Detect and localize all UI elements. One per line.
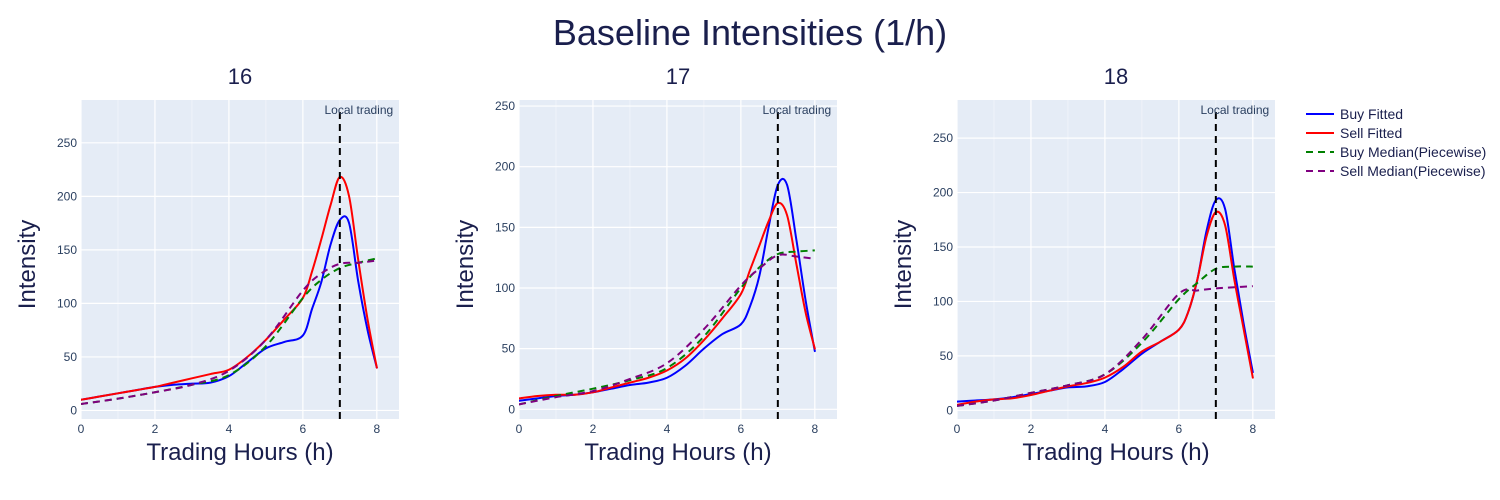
legend-label: Sell Median(Piecewise) <box>1340 163 1486 179</box>
y-axis-label: Intensity <box>14 220 41 309</box>
subplot-title: 16 <box>228 64 252 89</box>
subplot-17: 0 2 4 6 8 0 50 100 150 200 250 17 Trading Hours (h) I… <box>452 64 837 466</box>
series-line-sell-fitted[interactable] <box>957 210 1254 406</box>
y-tick-label: 150 <box>933 240 953 254</box>
x-tick-label: 0 <box>78 422 85 436</box>
x-tick-label: 0 <box>516 422 523 436</box>
subplot-title: 18 <box>1104 64 1128 89</box>
y-tick-label: 200 <box>495 160 515 174</box>
y-tick-label: 0 <box>70 403 77 417</box>
x-tick-label: 6 <box>300 422 307 436</box>
x-tick-label: 4 <box>226 422 233 436</box>
subplot-18: 0 2 4 6 8 0 50 100 150 200 250 18 Trading Hours (h) I… <box>890 64 1275 466</box>
legend-item[interactable]: Buy Median(Piecewise) <box>1306 144 1486 160</box>
legend[interactable]: Buy Fitted Sell Fitted Buy Median(Piecewis… <box>1306 106 1486 179</box>
x-tick-label: 0 <box>954 422 961 436</box>
x-tick-label: 8 <box>811 422 818 436</box>
x-tick-label: 4 <box>1102 422 1109 436</box>
series-line-sell-fitted[interactable] <box>81 175 378 401</box>
y-tick-label: 0 <box>508 402 515 416</box>
plot-area <box>81 100 399 419</box>
legend-item[interactable]: Sell Median(Piecewise) <box>1306 163 1486 179</box>
x-tick-label: 8 <box>373 422 380 436</box>
y-tick-label: 100 <box>57 296 77 310</box>
series-line-sell-median-piecewise[interactable] <box>81 259 377 405</box>
vline-annotation: Local trading <box>1200 103 1269 117</box>
y-axis-label: Intensity <box>890 220 917 309</box>
subplot-16: 0 2 4 6 8 0 50 100 150 200 250 16 Trading Hours (h) I… <box>14 64 399 466</box>
figure-title: Baseline Intensities (1/h) <box>553 12 947 53</box>
series-line-sell-median-piecewise[interactable] <box>957 285 1253 407</box>
x-axis-label: Trading Hours (h) <box>584 439 771 466</box>
x-tick-label: 2 <box>152 422 159 436</box>
x-tick-label: 6 <box>738 422 745 436</box>
y-tick-label: 250 <box>57 136 77 150</box>
series-group <box>957 197 1254 407</box>
x-tick-label: 6 <box>1176 422 1183 436</box>
legend-label: Buy Median(Piecewise) <box>1340 144 1486 160</box>
y-tick-label: 250 <box>933 131 953 145</box>
legend-item[interactable]: Sell Fitted <box>1306 125 1402 141</box>
y-tick-label: 100 <box>495 281 515 295</box>
series-group <box>519 177 816 406</box>
y-tick-label: 50 <box>940 349 954 363</box>
y-tick-label: 0 <box>946 403 953 417</box>
y-tick-label: 50 <box>502 342 516 356</box>
x-tick-label: 8 <box>1249 422 1256 436</box>
x-tick-label: 2 <box>1028 422 1035 436</box>
legend-item[interactable]: Buy Fitted <box>1306 106 1403 122</box>
series-group <box>81 175 378 405</box>
x-tick-label: 2 <box>590 422 597 436</box>
y-tick-label: 50 <box>64 350 78 364</box>
vline-annotation: Local trading <box>762 103 831 117</box>
y-tick-label: 150 <box>495 220 515 234</box>
vline-annotation: Local trading <box>324 103 393 117</box>
subplot-title: 17 <box>666 64 690 89</box>
y-tick-label: 200 <box>933 186 953 200</box>
x-tick-label: 4 <box>664 422 671 436</box>
y-tick-label: 200 <box>57 189 77 203</box>
plot-area <box>957 100 1275 419</box>
x-axis-label: Trading Hours (h) <box>1022 439 1209 466</box>
y-tick-label: 250 <box>495 99 515 113</box>
plot-area <box>519 100 837 419</box>
y-axis-label: Intensity <box>452 220 479 309</box>
legend-label: Buy Fitted <box>1340 106 1403 122</box>
series-line-sell-median-piecewise[interactable] <box>519 253 815 406</box>
series-line-buy-median-piecewise[interactable] <box>519 249 815 406</box>
y-tick-label: 100 <box>933 294 953 308</box>
y-tick-label: 150 <box>57 243 77 257</box>
legend-label: Sell Fitted <box>1340 125 1402 141</box>
x-axis-label: Trading Hours (h) <box>146 439 333 466</box>
